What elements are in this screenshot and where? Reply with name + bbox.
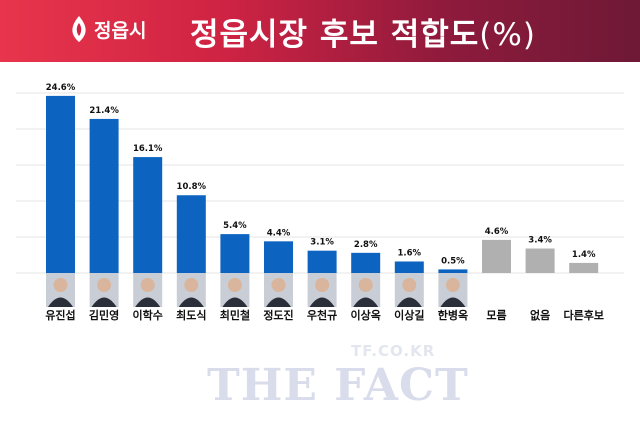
value-label: 1.6% [398,248,422,258]
value-label: 2.8% [354,240,378,250]
photo-suit [309,297,335,307]
category-label: 한병옥 [438,308,468,322]
bar [307,250,337,273]
candidate-photo [220,273,250,307]
bar [525,248,555,273]
photo-head [227,278,242,292]
photo-suit [91,297,117,307]
bar [133,157,163,273]
photo-suit [396,297,422,307]
photo-suit [440,297,466,307]
photo-suit [266,297,291,307]
category-label: 이상길 [394,308,424,322]
value-label: 3.1% [310,238,334,248]
photo-suit [135,297,161,307]
category-label: 최도식 [176,308,206,322]
bar [482,239,511,273]
value-label: 21.4% [89,106,119,116]
candidate-photo [176,273,206,307]
category-label: 이학수 [133,308,163,322]
bars [46,95,599,273]
bar [351,252,381,273]
photo-head [445,278,460,292]
candidate-photo [307,273,337,307]
bar-chart: 24.6% 21.4% 16.1% 10.8% 5.4% 4.4% 3.1% 2.8% 1.6%… [16,83,624,322]
value-labels: 24.6% 21.4% 16.1% 10.8% 5.4% 4.4% 3.1% 2.8% 1.6%… [46,83,596,267]
candidate-photo [394,273,424,307]
value-label: 3.4% [528,236,552,246]
value-label: 0.5% [441,256,465,266]
candidate-photo [351,273,381,307]
bar [569,262,599,273]
value-label: 4.6% [485,227,509,237]
candidate-photos [46,273,468,307]
photo-head [184,278,199,292]
bar [394,261,424,273]
value-label: 10.8% [177,182,207,192]
page-title: 정읍시장 후보 적합도(%) [190,9,536,54]
category-label: 김민영 [89,308,119,322]
photo-suit [222,297,248,307]
bar [46,95,75,273]
bar [89,118,119,273]
category-labels: 유진섭 김민영 이학수 최도식 최민철 정도진 우천규 이상옥 이상길 한병옥 모름 없음 다른후보 [45,308,604,322]
category-label: 최민철 [220,308,250,322]
candidate-photo [264,273,293,307]
photo-head [97,278,112,292]
title-unit: (%) [479,17,536,53]
candidate-photo [46,273,75,307]
photo-head [271,278,286,292]
candidate-photo [89,273,119,307]
value-label: 16.1% [133,144,163,154]
candidate-photo [438,273,468,307]
category-label: 다른후보 [563,308,603,322]
category-label: 이상옥 [351,308,381,322]
candidate-photo [133,273,163,307]
photo-head [315,278,330,292]
value-label: 1.4% [572,250,596,260]
watermark-url: TF.CO.KR [351,342,436,360]
title-text: 정읍시장 후보 적합도 [190,17,480,53]
bar [220,234,250,273]
bar [438,269,468,273]
logo-text: 정읍시 [94,20,147,42]
photo-suit [353,297,379,307]
category-label: 유진섭 [45,308,75,322]
value-label: 4.4% [267,228,291,238]
category-label: 없음 [530,309,550,322]
bar [176,195,206,273]
photo-head [140,278,155,292]
category-label: 모름 [486,309,506,322]
watermark-brand: THE FACT [207,360,469,411]
value-label: 24.6% [46,83,76,93]
category-label: 정도진 [263,308,293,322]
bar [264,241,293,273]
photo-suit [178,297,204,307]
photo-head [358,278,373,292]
value-label: 5.4% [223,221,247,231]
header-banner: 정읍시 정읍시장 후보 적합도(%) [0,0,640,62]
photo-head [402,278,417,292]
photo-head [53,278,68,292]
category-label: 우천규 [307,308,337,322]
city-emblem-icon [72,16,86,42]
photo-suit [48,297,73,307]
